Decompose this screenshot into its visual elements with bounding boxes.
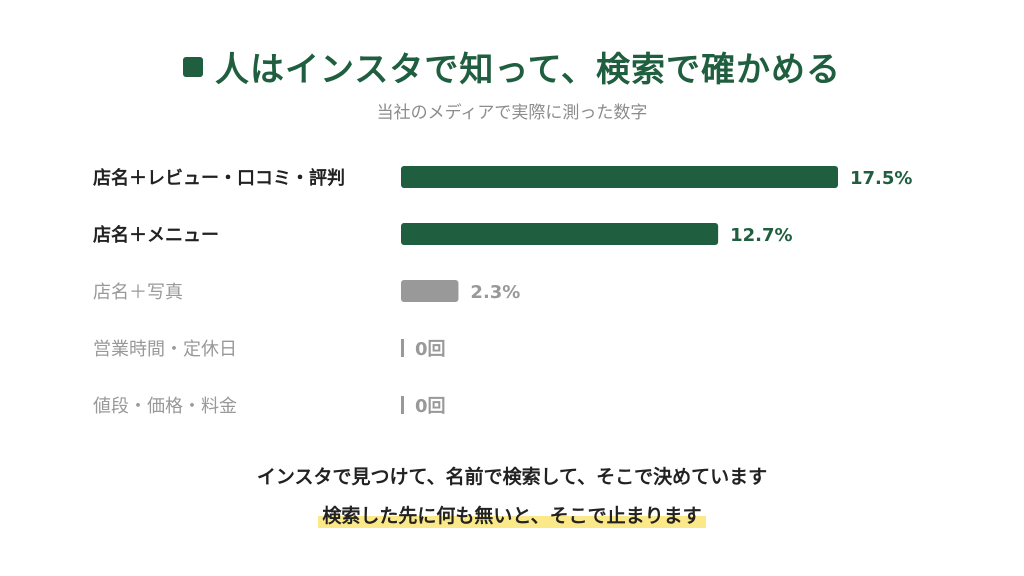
- category-label: 店名＋レビュー・口コミ・評判: [93, 167, 345, 189]
- bar: [401, 166, 838, 188]
- zero-bar-marker: [401, 396, 404, 414]
- category-label: 営業時間・定休日: [93, 339, 237, 360]
- value-label: 12.7%: [730, 225, 792, 246]
- chart-title-group: 人はインスタで知って、検索で確かめる: [183, 42, 841, 91]
- bar-chart: 店名＋レビュー・口コミ・評判 17.5% 店名＋メニュー 12.7% 店名＋写真 2.3%…: [93, 166, 912, 417]
- bar: [401, 223, 719, 245]
- category-label: 値段・価格・料金: [93, 396, 237, 417]
- chart-subtitle: 当社のメディアで実際に測った数字: [376, 103, 648, 123]
- value-label: 2.3%: [470, 282, 520, 303]
- value-label: 0回: [415, 396, 446, 417]
- value-label: 17.5%: [850, 168, 912, 189]
- square-bullet-icon: [183, 56, 204, 77]
- category-label: 店名＋写真: [93, 282, 183, 303]
- value-label: 0回: [415, 339, 446, 360]
- chart-title: 人はインスタで知って、検索で確かめる: [215, 50, 841, 90]
- footer-line-1: インスタで見つけて、名前で検索して、そこで決めています: [256, 466, 768, 488]
- footer-line-2: 検索した先に何も無いと、そこで止まります: [318, 501, 706, 528]
- footer-line-2-row: 検索した先に何も無いと、そこで止まります: [0, 501, 1024, 528]
- category-label: 店名＋メニュー: [93, 224, 219, 246]
- zero-bar-marker: [401, 339, 404, 357]
- title-row: 人はインスタで知って、検索で確かめる: [0, 42, 1024, 91]
- bar: [401, 280, 459, 302]
